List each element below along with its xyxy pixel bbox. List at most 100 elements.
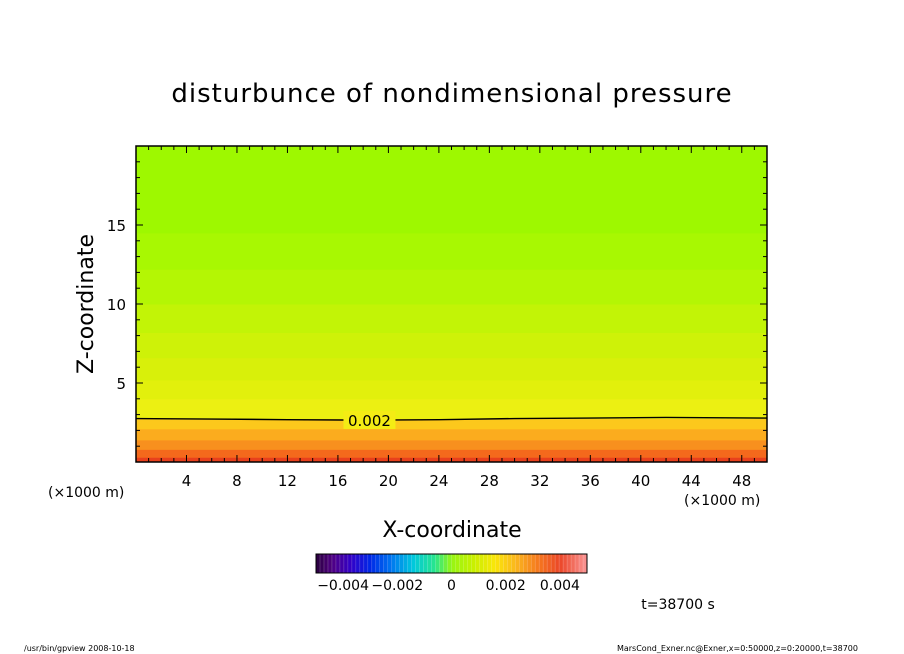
- colorbar-cell: [363, 554, 369, 573]
- colorbar-cell: [531, 554, 536, 573]
- colorbar-cell: [523, 554, 528, 573]
- x-axis-label: X-coordinate: [382, 518, 521, 543]
- colorbar-cell: [427, 554, 432, 573]
- colorbar-tick-label: −0.002: [371, 578, 423, 594]
- chart-title: disturbunce of nondimensional pressure: [171, 79, 732, 109]
- field-band-1: [136, 449, 767, 458]
- colorbar-cell: [395, 554, 400, 573]
- colorbar-cell: [483, 554, 488, 573]
- colorbar-cell: [495, 554, 500, 573]
- colorbar-cell: [507, 554, 512, 573]
- colorbar-cell: [439, 554, 444, 573]
- colorbar-cell: [415, 554, 420, 573]
- colorbar-cell: [316, 554, 321, 573]
- colorbar-cell: [471, 554, 476, 573]
- colorbar-cell: [339, 554, 345, 573]
- field-band-3: [136, 428, 767, 441]
- colorbar-frame: [315, 553, 588, 574]
- colorbar-tick-label: 0: [447, 578, 456, 594]
- y-tick-label: 5: [116, 375, 126, 393]
- colorbar-cell: [323, 554, 329, 573]
- colorbar-cell: [435, 554, 440, 573]
- colorbar-cell: [563, 554, 568, 573]
- field-band-12: [136, 146, 767, 234]
- field-band-11: [136, 232, 767, 270]
- colorbar-cell: [347, 554, 353, 573]
- colorbar-cell: [379, 554, 385, 573]
- colorbar-cell: [387, 554, 393, 573]
- time-label: t=38700 s: [641, 597, 715, 613]
- y-tick-label: 15: [107, 217, 126, 235]
- colorbar-cell: [539, 554, 544, 573]
- colorbar-cell: [431, 554, 436, 573]
- colorbar-cell: [535, 554, 540, 573]
- y-tick-label: 10: [107, 296, 126, 314]
- colorbar-cell: [583, 554, 588, 573]
- contour-label-gap-0: [343, 410, 396, 429]
- x-tick-label: 28: [480, 472, 499, 490]
- contour-line-0: [135, 416, 768, 421]
- colorbar-cell: [419, 554, 424, 573]
- x-tick-label: 24: [429, 472, 448, 490]
- colorbar-cell: [575, 554, 580, 573]
- colorbar-cell: [491, 554, 496, 573]
- colorbar-cell: [375, 554, 381, 573]
- colorbar-cell: [467, 554, 472, 573]
- colorbar-cell: [335, 554, 341, 573]
- x-tick-label: 16: [328, 472, 347, 490]
- field-band-7: [136, 357, 767, 381]
- colorbar-cell: [555, 554, 560, 573]
- colorbar-cell: [463, 554, 468, 573]
- colorbar-tick-label: −0.004: [317, 578, 369, 594]
- colorbar-cell: [503, 554, 508, 573]
- colorbar-cell: [319, 554, 325, 573]
- field-band-9: [136, 304, 767, 333]
- colorbar-cell: [479, 554, 484, 573]
- y-axis-label: Z-coordinate: [74, 234, 99, 374]
- field-band-8: [136, 332, 767, 359]
- colorbar-cell: [511, 554, 516, 573]
- colorbar-cell: [551, 554, 556, 573]
- colorbar-cell: [391, 554, 397, 573]
- colorbar-cell: [423, 554, 428, 573]
- colorbar-cell: [443, 554, 448, 573]
- colorbar-tick-label: 0.004: [540, 578, 580, 594]
- x-tick-label: 48: [732, 472, 751, 490]
- x-unit-label: (×1000 m): [48, 485, 124, 501]
- colorbar-cell: [383, 554, 389, 573]
- colorbar-cell: [559, 554, 564, 573]
- colorbar-cell: [399, 554, 404, 573]
- colorbar-cell: [403, 554, 408, 573]
- colorbar: −0.004 −0.002 0 0.002 0.004: [315, 553, 588, 594]
- colorbar-cell: [459, 554, 464, 573]
- footer-program: /usr/bin/gpview 2008-10-18: [24, 644, 135, 653]
- colorbar-cell: [579, 554, 584, 573]
- y-unit-label: (×1000 m): [684, 493, 760, 509]
- colorbar-cell: [447, 554, 452, 573]
- field-band-2: [136, 439, 767, 450]
- x-tick-label: 32: [530, 472, 549, 490]
- colorbar-cell: [515, 554, 520, 573]
- x-tick-label: 4: [182, 472, 192, 490]
- footer-source: MarsCond_Exner.nc@Exner,x=0:50000,z=0:20…: [617, 644, 858, 653]
- colorbar-cell: [567, 554, 572, 573]
- colorbar-cell: [371, 554, 377, 573]
- colorbar-cell: [571, 554, 576, 573]
- colorbar-cell: [367, 554, 373, 573]
- colorbar-cell: [487, 554, 492, 573]
- colorbar-cell: [475, 554, 480, 573]
- x-tick-label: 44: [682, 472, 701, 490]
- colorbar-tick-label: 0.002: [486, 578, 526, 594]
- colorbar-cell: [359, 554, 365, 573]
- field-band-4: [136, 418, 767, 430]
- field-band-5: [136, 398, 767, 420]
- colorbar-cell: [451, 554, 456, 573]
- x-tick-label: 8: [232, 472, 242, 490]
- colorbar-cell: [547, 554, 552, 573]
- colorbar-cell: [407, 554, 412, 573]
- colorbar-cell: [543, 554, 548, 573]
- colorbar-cell: [527, 554, 532, 573]
- colorbar-cell: [499, 554, 504, 573]
